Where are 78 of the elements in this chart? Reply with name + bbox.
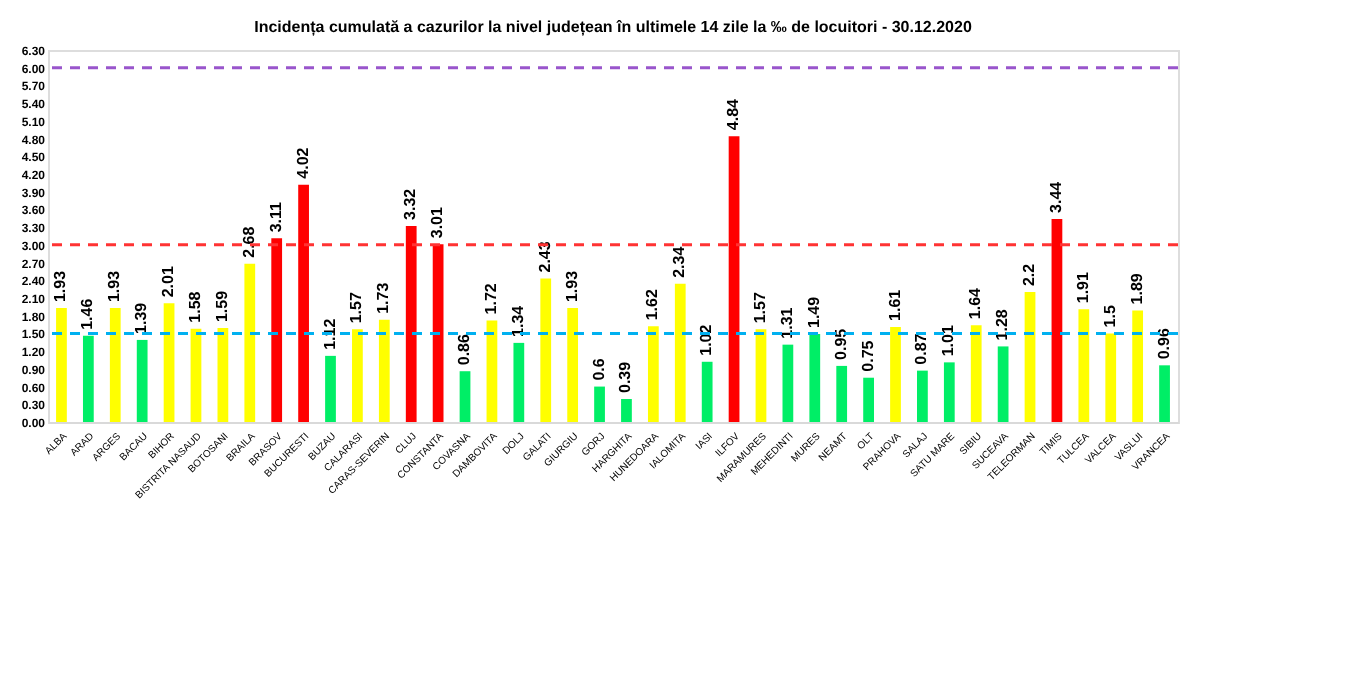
bar	[728, 136, 740, 422]
data-label: 1.89	[1127, 272, 1146, 305]
data-label: 1.58	[185, 290, 204, 323]
data-label: 3.01	[428, 206, 447, 239]
bar	[325, 355, 336, 422]
bar	[352, 329, 363, 422]
bar	[136, 339, 148, 422]
bar	[109, 308, 121, 422]
data-label: 1.01	[939, 324, 958, 357]
data-label: 1.91	[1073, 270, 1092, 304]
data-label: 1.46	[78, 297, 97, 330]
bar	[217, 328, 229, 422]
bar	[459, 371, 471, 422]
data-label: 1.39	[132, 301, 151, 334]
data-label: 2.68	[239, 225, 258, 258]
bar	[513, 342, 525, 422]
bar	[1105, 333, 1117, 422]
data-label: 1.93	[562, 269, 581, 303]
bar	[298, 184, 309, 422]
bar	[917, 370, 928, 422]
data-label: 0.39	[616, 360, 635, 393]
bar	[1159, 365, 1170, 422]
data-label: 1.28	[993, 308, 1012, 341]
bar	[432, 244, 444, 422]
data-label: 3.11	[266, 201, 285, 233]
bar	[190, 328, 202, 422]
data-label: 4.84	[724, 97, 743, 131]
bar	[540, 278, 552, 422]
bar	[809, 334, 821, 422]
data-label: 1.61	[885, 288, 904, 321]
bar	[890, 326, 901, 422]
data-label: 1.57	[347, 291, 366, 324]
bar	[836, 365, 848, 422]
bar	[486, 320, 498, 422]
data-label: 1.64	[966, 286, 985, 320]
data-label: 1.57	[750, 291, 769, 324]
data-label: 0.75	[858, 339, 877, 372]
bar	[567, 308, 579, 422]
data-label: 2.01	[159, 265, 178, 298]
chart-title: Incidența cumulată a cazurilor la nivel județean în ultimele 14 zile la ‰ de locuitori - 30.12.2020	[254, 18, 973, 36]
bar	[1051, 218, 1063, 422]
data-label: 1.62	[643, 288, 662, 321]
bar	[782, 344, 794, 422]
data-label: 4.02	[293, 146, 312, 179]
data-label: 1.59	[212, 289, 231, 323]
bar	[863, 377, 874, 422]
data-label: 3.32	[401, 187, 420, 220]
bar	[244, 263, 256, 422]
data-label: 2.2	[1020, 262, 1039, 287]
bar	[163, 303, 175, 422]
data-label: 3.44	[1046, 180, 1065, 213]
bar	[970, 325, 982, 422]
bar	[621, 398, 632, 422]
data-label: 2.34	[670, 245, 689, 278]
data-label: 1.73	[374, 281, 393, 314]
data-label: 1.72	[481, 282, 500, 315]
bar	[647, 326, 659, 422]
bar	[943, 362, 955, 422]
data-label: 1.5	[1100, 304, 1119, 328]
bar	[82, 335, 94, 422]
data-label: 0.86	[455, 332, 474, 366]
bar	[701, 361, 713, 422]
bar	[674, 283, 686, 422]
data-label: 1.93	[105, 269, 124, 303]
bar	[271, 238, 283, 422]
bar	[1078, 309, 1090, 422]
bar	[1024, 292, 1036, 422]
bar	[405, 225, 417, 422]
bar	[594, 386, 605, 422]
bar	[1132, 310, 1144, 422]
data-label: 0.6	[589, 357, 608, 381]
bar	[997, 346, 1009, 422]
bar	[378, 319, 390, 422]
bar	[755, 329, 767, 422]
data-label: 0.87	[912, 332, 931, 365]
data-label: 1.93	[51, 269, 70, 303]
data-label: 1.49	[804, 295, 823, 329]
bar	[56, 308, 67, 422]
